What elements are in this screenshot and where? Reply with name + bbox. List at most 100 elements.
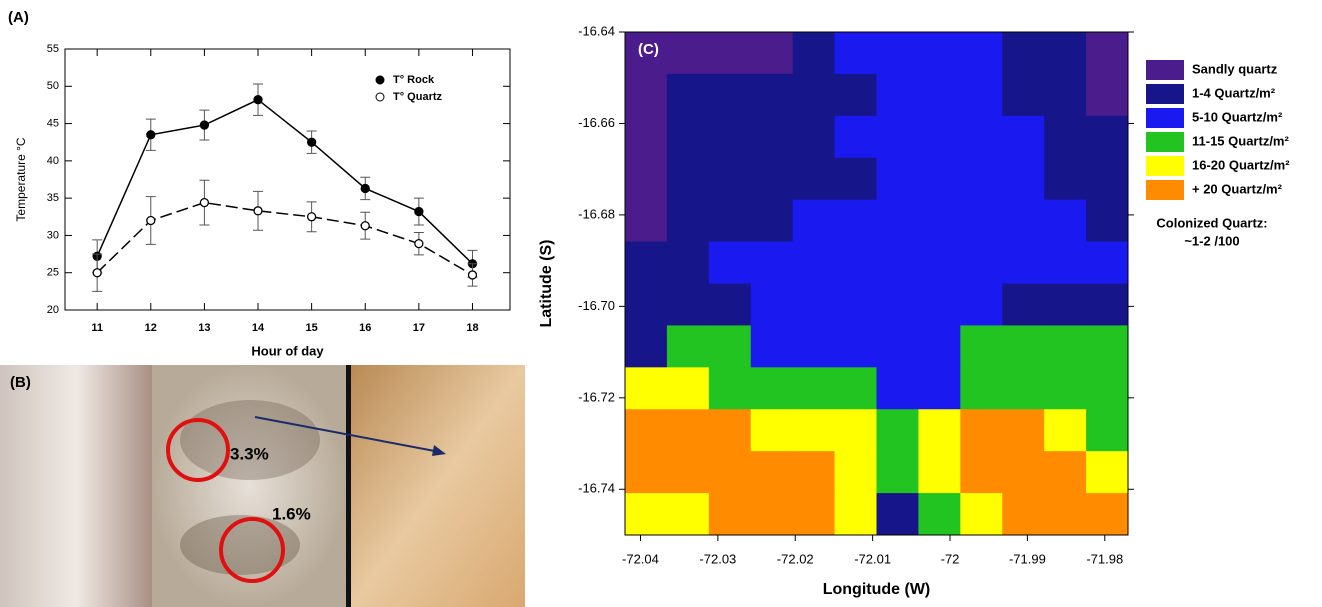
contour-cell <box>666 241 710 284</box>
contour-cell <box>1086 409 1129 452</box>
contour-cell <box>750 157 794 201</box>
contour-cell <box>960 493 1003 536</box>
contour-cell <box>960 325 1003 368</box>
panel-b: (B) 3.3% 1.6% <box>0 365 525 607</box>
contour-cell <box>1086 283 1129 326</box>
x-axis-label: Hour of day <box>251 343 324 358</box>
contour-cell <box>1002 32 1045 75</box>
contour-cell <box>876 73 919 117</box>
annotation: ~1-2 /100 <box>1184 233 1239 248</box>
contour-cell <box>750 199 794 243</box>
contour-cell <box>918 241 961 284</box>
contour-cell <box>918 451 961 494</box>
contour-cell <box>792 157 836 201</box>
contour-cell <box>960 409 1003 452</box>
contour-cell <box>1086 73 1129 117</box>
contour-cell <box>750 32 794 75</box>
contour-cell <box>1002 409 1045 452</box>
contour-cell <box>666 325 710 368</box>
legend-label: 16-20 Quartz/m² <box>1192 157 1290 172</box>
contour-cell <box>750 73 794 117</box>
legend-label: Sandly quartz <box>1192 61 1278 76</box>
contour-cell <box>625 325 668 368</box>
legend-swatch <box>1146 84 1184 104</box>
data-point <box>306 212 317 222</box>
highlight-circle <box>166 418 230 482</box>
contour-cell <box>876 199 919 243</box>
contour-cell <box>750 367 794 410</box>
panel-label: (A) <box>8 9 29 26</box>
contour-cell <box>1002 241 1045 284</box>
contour-cell <box>750 451 794 494</box>
contour-cell <box>750 493 794 536</box>
contour-cell <box>625 73 668 117</box>
contour-cell <box>792 73 836 117</box>
legend-label: T° Quartz <box>393 91 443 103</box>
photo <box>152 365 346 607</box>
contour-cell <box>708 367 752 410</box>
contour-cell <box>1002 283 1045 326</box>
data-point <box>253 95 263 105</box>
annotation: 3.3% <box>230 444 269 463</box>
x-tick-label: 18 <box>466 322 478 334</box>
contour-cell <box>666 32 710 75</box>
contour-cell <box>708 325 752 368</box>
data-point <box>360 183 370 194</box>
divider <box>346 365 351 607</box>
x-tick-label: -72.02 <box>777 551 814 566</box>
annotation: Colonized Quartz: <box>1156 215 1267 230</box>
contour-cell <box>876 409 919 452</box>
contour-cell <box>1086 451 1129 494</box>
y-tick-label: 45 <box>47 117 59 129</box>
contour-cell <box>876 241 919 284</box>
contour-cell <box>960 199 1003 243</box>
data-point <box>146 130 156 140</box>
legend-swatch <box>1146 180 1184 200</box>
contour-cell <box>1044 157 1087 201</box>
photo <box>0 365 152 607</box>
contour-cell <box>876 115 919 159</box>
contour-cell <box>625 157 668 201</box>
legend-label: T° Rock <box>393 74 435 86</box>
contour-cell <box>1002 325 1045 368</box>
contour-cell <box>1086 493 1129 536</box>
y-tick-label: 50 <box>47 80 59 92</box>
x-tick-label: 12 <box>145 322 157 334</box>
highlight-circle <box>219 517 285 583</box>
contour-cell <box>625 199 668 243</box>
contour-cell <box>708 32 752 75</box>
legend-swatch <box>1146 108 1184 128</box>
legend-swatch <box>1146 156 1184 176</box>
arrow <box>254 416 441 453</box>
contour-cell <box>834 451 877 494</box>
contour-cell <box>1044 325 1087 368</box>
x-tick-label: 14 <box>252 322 265 334</box>
contour-cell <box>918 325 961 368</box>
contour-cell <box>834 199 877 243</box>
legend-marker <box>375 75 385 85</box>
annotation: 1.6% <box>272 504 311 523</box>
legend-marker <box>375 92 385 102</box>
contour-cell <box>834 325 877 368</box>
contour-cell <box>960 32 1003 75</box>
contour-cell <box>792 283 836 326</box>
contour-cell <box>960 73 1003 117</box>
contour-cell <box>625 409 668 452</box>
panel-label: (C) <box>638 41 659 58</box>
arrow-head <box>432 445 446 456</box>
contour-cell <box>666 73 710 117</box>
contour-cell <box>876 32 919 75</box>
data-point <box>467 270 478 280</box>
contour-cell <box>666 115 710 159</box>
contour-cell <box>1086 157 1129 201</box>
legend-label: 5-10 Quartz/m² <box>1192 109 1283 124</box>
contour-cell <box>834 283 877 326</box>
contour-cell <box>834 157 877 201</box>
contour-cell <box>1044 115 1087 159</box>
contour-cell <box>708 451 752 494</box>
contour-cell <box>834 73 877 117</box>
contour-cell <box>792 493 836 536</box>
contour-cell <box>918 157 961 201</box>
contour-cell <box>1086 115 1129 159</box>
